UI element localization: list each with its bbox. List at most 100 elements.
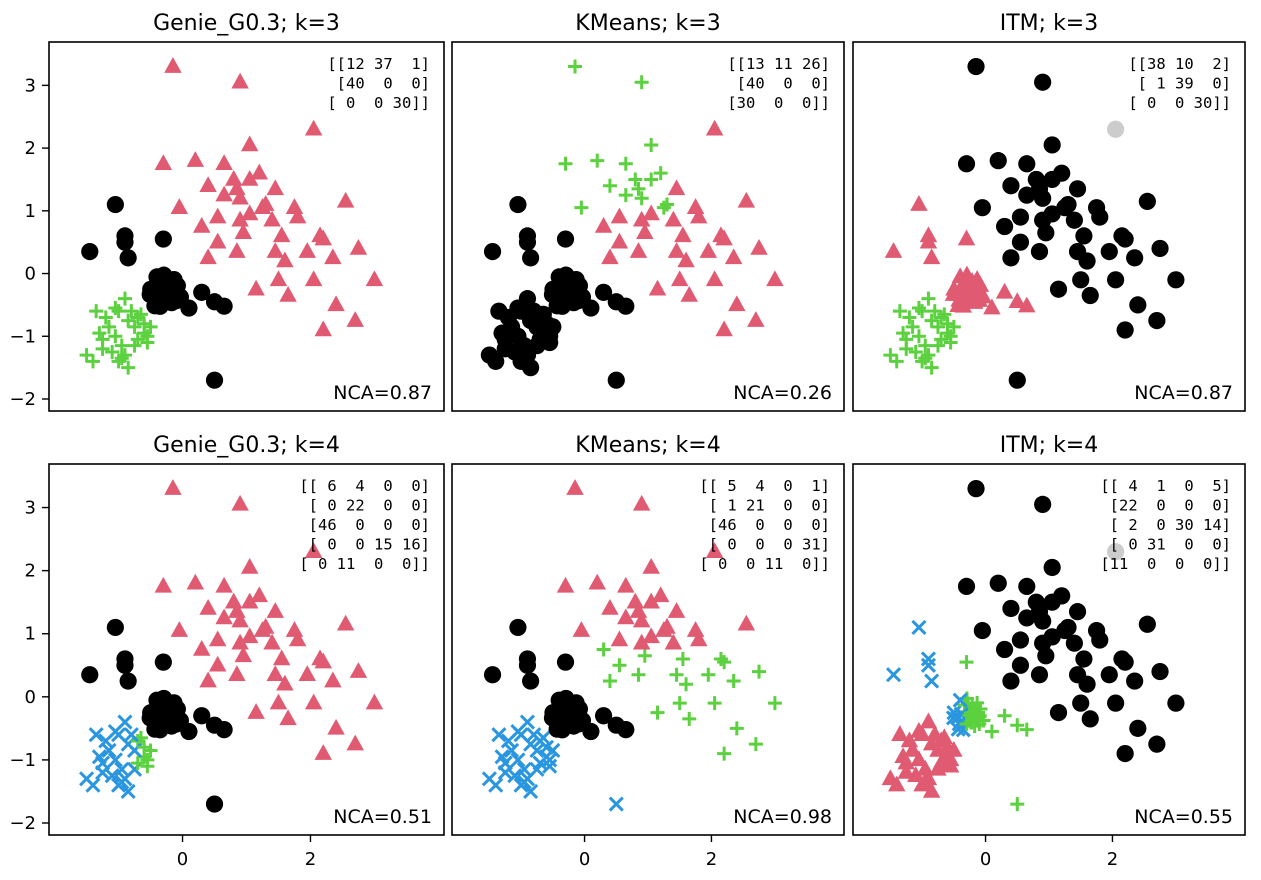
scatter-point [114, 761, 130, 777]
scatter-point [101, 319, 116, 334]
scatter-point [574, 200, 589, 215]
scatter-point [675, 651, 690, 666]
panel-title: ITM; k=4 [1000, 433, 1098, 458]
scatter-point [582, 722, 600, 741]
confusion-matrix-row: [ 0 31 0 0] [1100, 536, 1231, 554]
x-tick-label: 0 [177, 849, 188, 870]
scatter-point [159, 713, 177, 732]
scatter-point [653, 166, 668, 181]
scatter-point [1010, 718, 1025, 733]
scatter-point [930, 319, 945, 334]
scatter-point [314, 320, 332, 337]
scatter-point [656, 200, 671, 215]
scatter-point [208, 655, 227, 672]
scatter-point [705, 270, 724, 287]
y-tick-label: 1 [25, 624, 36, 645]
scatter-point [1081, 710, 1099, 728]
scatter-point [922, 248, 941, 265]
scatter-point [304, 542, 323, 558]
scatter-point [660, 197, 675, 212]
scatter-point [240, 557, 259, 574]
scatter-point [192, 217, 211, 233]
scatter-point [962, 289, 980, 306]
scatter-point [1030, 242, 1049, 261]
scatter-point [1151, 662, 1169, 681]
scatter-point [88, 727, 104, 743]
scatter-point [541, 333, 559, 352]
scatter-point [637, 648, 652, 663]
scatter-point [199, 598, 217, 615]
scatter-point [79, 771, 95, 787]
scatter-point [957, 155, 976, 173]
scatter-point [1091, 208, 1109, 226]
scatter-point [522, 249, 540, 267]
scatter-point [523, 783, 539, 800]
scatter-point [682, 711, 697, 726]
y-tick-label: 2 [25, 138, 36, 159]
scatter-point [915, 304, 930, 319]
confusion-matrix-row: [40 0 0] [727, 75, 830, 93]
confusion-matrix-row: [ 0 0 30]] [1119, 94, 1231, 112]
scatter-point [304, 693, 323, 710]
scatter-point [1107, 694, 1125, 712]
scatter-point [1008, 371, 1026, 389]
scatter-point [892, 304, 907, 319]
scatter-point [924, 360, 939, 375]
scatter-point [1116, 745, 1134, 763]
scatter-point [247, 703, 265, 719]
scatter-point [674, 226, 692, 243]
scatter-point [121, 360, 136, 375]
scatter-point [568, 59, 583, 74]
scatter-point [1107, 120, 1125, 138]
nca-label: NCA=0.26 [733, 382, 832, 404]
confusion-matrix-row: [ 1 21 0 0] [699, 497, 830, 515]
scatter-point [989, 574, 1007, 592]
scatter-point [1010, 797, 1025, 812]
scatter-point [79, 348, 94, 363]
scatter-point [897, 763, 915, 779]
scatter-point [137, 316, 152, 331]
scatter-point [250, 163, 269, 180]
scatter-point [680, 286, 698, 302]
x-tick-label: 2 [305, 849, 316, 870]
scatter-point [529, 742, 545, 759]
scatter-point [1075, 227, 1093, 245]
scatter-point [989, 152, 1007, 170]
scatter-point [920, 657, 937, 673]
scatter-point [686, 198, 705, 214]
scatter-point [715, 229, 733, 246]
scatter-point [631, 181, 646, 196]
scatter-point [642, 627, 660, 644]
scatter-point [921, 291, 936, 306]
scatter-point [610, 630, 629, 647]
scatter-point [298, 242, 317, 258]
scatter-point [199, 176, 217, 192]
scatter-point [240, 592, 259, 609]
scatter-point [937, 307, 952, 322]
scatter-point [107, 752, 123, 768]
scatter-point [516, 774, 532, 790]
confusion-matrix-row: [ 0 0 30]] [318, 94, 430, 112]
scatter-point [279, 286, 297, 302]
scatter-point [263, 633, 281, 650]
scatter-point [1129, 719, 1147, 737]
scatter-point [670, 270, 689, 287]
scatter-point [535, 730, 551, 746]
scatter-point [632, 210, 651, 227]
scatter-point [1151, 239, 1169, 258]
scatter-point [642, 204, 660, 221]
scatter-point [324, 671, 342, 688]
scatter-point [919, 712, 938, 729]
scatter-point [664, 633, 683, 650]
nca-label: NCA=0.98 [733, 806, 832, 828]
scatter-point [1002, 249, 1020, 267]
scatter-point [897, 753, 915, 770]
scatter-point [1100, 666, 1118, 684]
scatter-point [967, 57, 985, 76]
scatter-panel: Genie_G0.3; k=3 [[12 37 1] [40 0 0] [ 0 0… [9, 11, 445, 412]
scatter-point [550, 691, 568, 709]
scatter-point [266, 242, 285, 258]
scatter-point [973, 621, 991, 640]
scatter-point [95, 332, 110, 347]
confusion-matrix-row: [[ 4 1 0 5] [1100, 477, 1231, 495]
